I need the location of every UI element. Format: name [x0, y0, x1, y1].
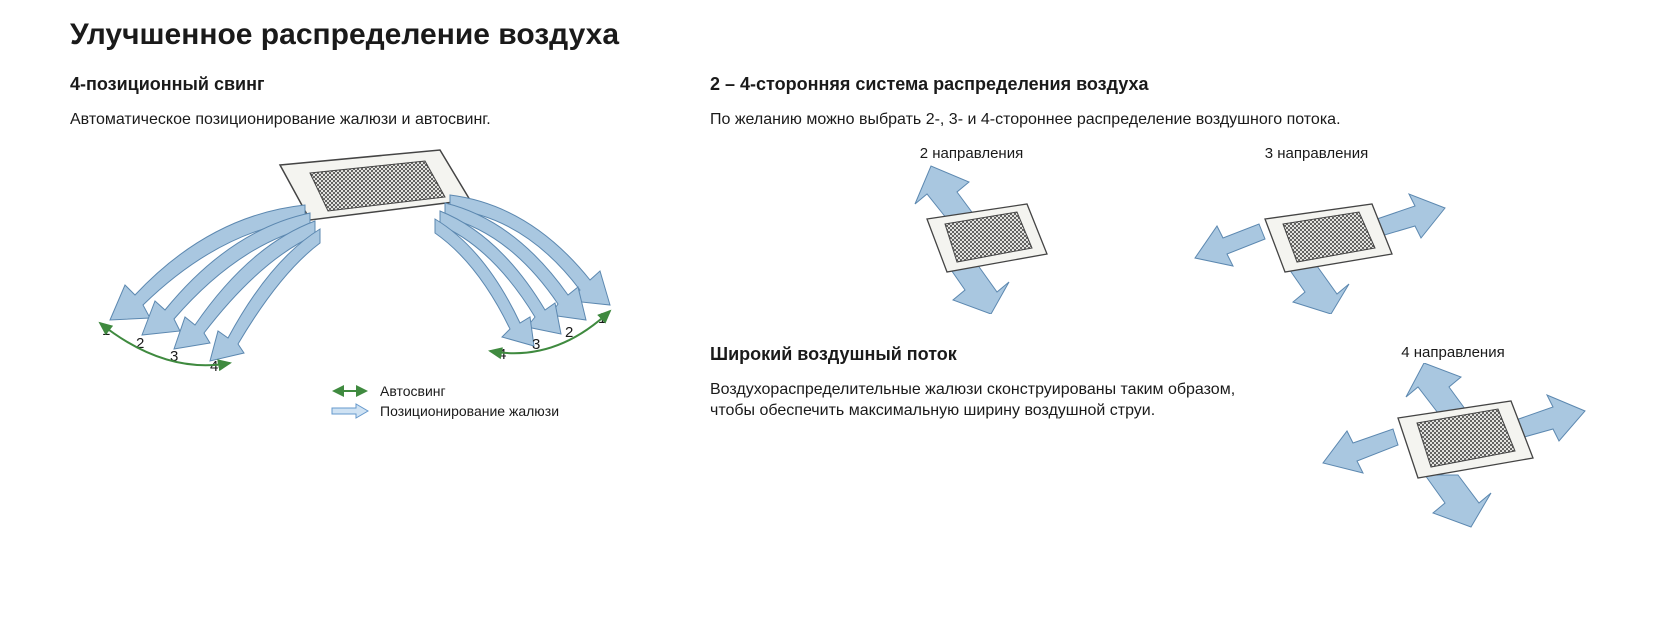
wide-flow-text: Широкий воздушный поток Воздухораспредел… [710, 344, 1273, 533]
direction-diagrams-row1: 2 направления 3 направления [710, 145, 1593, 314]
right-body: По желанию можно выбрать 2-, 3- и 4-стор… [710, 109, 1593, 131]
columns: 4-позиционный свинг Автоматическое позиц… [70, 74, 1593, 533]
label-3-directions: 3 направления [1187, 145, 1447, 162]
page: Улучшенное распределение воздуха 4-позиц… [0, 0, 1663, 632]
diagram-4-directions: 4 направления [1313, 344, 1593, 533]
legend-positioning: Позиционирование жалюзи [330, 403, 650, 419]
legend-autoswing: Автосвинг [330, 383, 650, 399]
unit-2way-icon [857, 164, 1087, 314]
legend-positioning-label: Позиционирование жалюзи [380, 403, 559, 419]
sub-body: Воздухораспределительные жалюзи сконстру… [710, 379, 1273, 422]
page-title: Улучшенное распределение воздуха [70, 18, 1593, 52]
right-column: 2 – 4-сторонняя система распределения во… [710, 74, 1593, 533]
legend-green-arrow-icon [330, 384, 370, 398]
sub-heading: Широкий воздушный поток [710, 344, 1273, 365]
diagram-3-directions: 3 направления [1187, 145, 1447, 314]
ac-unit-icon [280, 150, 470, 220]
unit-3way-icon [1187, 164, 1447, 314]
air-arrows-right [435, 195, 610, 346]
right-bottom-row: Широкий воздушный поток Воздухораспредел… [710, 344, 1593, 533]
svg-text:4: 4 [210, 358, 218, 375]
legend: Автосвинг Позиционирование жалюзи [330, 383, 650, 419]
legend-blue-arrow-icon [330, 403, 370, 419]
label-4-directions: 4 направления [1313, 344, 1593, 361]
right-heading: 2 – 4-сторонняя система распределения во… [710, 74, 1593, 95]
left-body: Автоматическое позиционирование жалюзи и… [70, 109, 650, 131]
legend-autoswing-label: Автосвинг [380, 383, 446, 399]
label-2-directions: 2 направления [857, 145, 1087, 162]
svg-text:4: 4 [498, 346, 506, 363]
left-heading: 4-позиционный свинг [70, 74, 650, 95]
left-column: 4-позиционный свинг Автоматическое позиц… [70, 74, 650, 533]
diagram-2-directions: 2 направления [857, 145, 1087, 314]
unit-4way-icon [1313, 363, 1593, 533]
swing-diagram: 1 2 3 4 4 3 2 1 [70, 145, 630, 375]
